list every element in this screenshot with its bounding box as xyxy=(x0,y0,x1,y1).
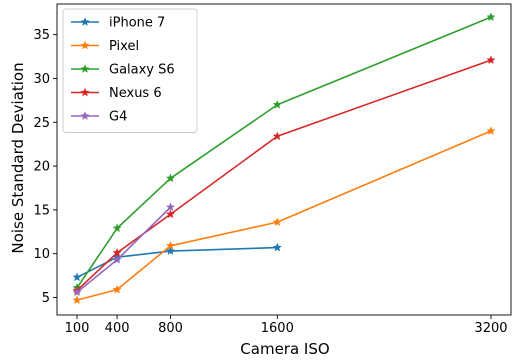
data-point xyxy=(486,12,496,22)
data-point xyxy=(112,284,122,294)
data-point xyxy=(112,223,122,233)
series-pixel xyxy=(72,126,496,305)
x-tick-label: 3200 xyxy=(474,321,507,336)
legend-marker xyxy=(80,17,90,26)
data-point xyxy=(112,254,122,264)
y-tick-label: 25 xyxy=(33,116,50,131)
axes-layer: 100 400 800 1600 3200 5 10 15 20 25 30 35 xyxy=(33,3,512,336)
legend: iPhone 7 Pixel Galaxy S6 Nexus 6 G4 xyxy=(62,8,198,133)
y-tick-label: 20 xyxy=(33,160,50,175)
legend-item: Galaxy S6 xyxy=(71,63,175,78)
data-point xyxy=(165,202,176,212)
legend-item: iPhone 7 xyxy=(71,16,165,31)
x-axis-label: Camera ISO xyxy=(240,340,329,358)
x-tick-label: 100 xyxy=(65,321,90,336)
legend-label: G4 xyxy=(109,110,127,125)
legend-item: Pixel xyxy=(71,39,139,54)
data-point xyxy=(272,131,282,141)
data-point xyxy=(165,209,176,219)
data-point xyxy=(72,272,82,282)
legend-marker xyxy=(80,87,90,97)
series-g4 xyxy=(72,202,176,297)
legend-marker xyxy=(80,40,90,50)
x-tick-label: 800 xyxy=(158,321,183,336)
data-point xyxy=(486,55,496,65)
data-point xyxy=(72,287,82,297)
data-point xyxy=(165,173,176,183)
legend-label: iPhone 7 xyxy=(109,16,165,31)
series-line xyxy=(76,246,278,279)
legend-box xyxy=(62,8,198,133)
legend-label: Nexus 6 xyxy=(109,86,162,101)
legend-label: Galaxy S6 xyxy=(109,63,175,78)
data-point xyxy=(272,217,282,227)
data-point xyxy=(272,99,282,109)
data-point xyxy=(272,242,282,252)
data-point xyxy=(165,240,176,250)
y-tick-label: 5 xyxy=(42,291,50,306)
data-point xyxy=(165,246,176,256)
legend-marker xyxy=(80,64,90,73)
y-tick-label: 30 xyxy=(33,72,50,87)
series-layer xyxy=(72,12,496,305)
data-point xyxy=(112,247,122,257)
y-tick-label: 15 xyxy=(33,203,50,218)
plot-frame xyxy=(56,3,512,316)
y-axis-label: Noise Standard Deviation xyxy=(9,62,27,253)
y-tick-label: 35 xyxy=(33,28,50,43)
data-point xyxy=(486,126,496,135)
legend-item: G4 xyxy=(71,110,127,125)
data-point xyxy=(72,295,82,305)
x-tick-label: 1600 xyxy=(261,321,294,336)
y-tick-label: 10 xyxy=(33,247,50,262)
x-tick-label: 400 xyxy=(105,321,130,336)
legend-marker xyxy=(80,111,90,120)
legend-label: Pixel xyxy=(109,39,139,54)
legend-item: Nexus 6 xyxy=(71,86,162,101)
